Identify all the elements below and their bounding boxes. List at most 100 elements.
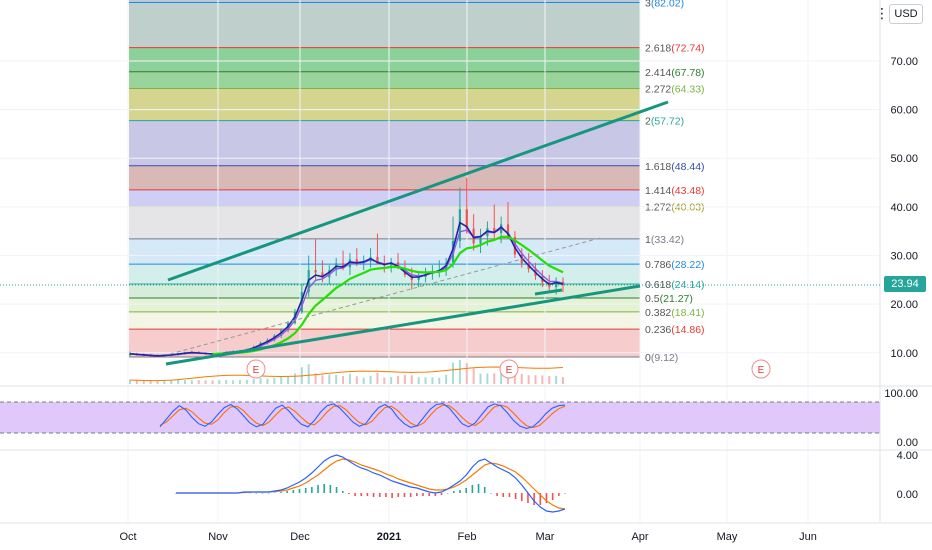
volume-bar <box>445 374 448 384</box>
volume-bar <box>438 377 441 384</box>
earnings-label: E <box>758 365 765 376</box>
volume-bar <box>534 375 537 384</box>
time-tick-label: Feb <box>458 531 477 543</box>
volume-bar <box>479 373 482 384</box>
volume-bar <box>149 380 152 384</box>
volume-bar <box>362 377 365 384</box>
candle-body <box>341 263 345 268</box>
grid <box>0 0 881 523</box>
fib-level-label: 2.618(72.74) <box>645 43 705 55</box>
price-axis: 10.00 20.00 30.00 40.00 50.00 60.00 70.00 100.0… <box>884 56 918 501</box>
candle-body <box>376 256 379 265</box>
fib-level-label: 0.382(18.41) <box>645 307 705 319</box>
macd-histogram-bar <box>508 493 511 497</box>
more-icon[interactable]: ⋮ <box>875 5 889 21</box>
volume-bar <box>259 378 262 384</box>
macd-histogram-bar <box>348 493 350 494</box>
macd-histogram-bar <box>551 493 554 500</box>
time-tick-label: 2021 <box>377 531 401 543</box>
volume-bar <box>410 375 413 384</box>
volume-ma-line <box>129 366 564 382</box>
fib-band <box>129 0 640 3</box>
stoch-tick-label: 100.00 <box>884 388 918 400</box>
volume-bar <box>458 360 461 384</box>
fib-band <box>129 264 640 284</box>
macd-histogram-bar <box>255 493 258 494</box>
macd-histogram-bar <box>502 493 505 497</box>
fib-level-label: 1(33.42) <box>645 234 684 246</box>
currency-button[interactable]: USD <box>889 4 923 24</box>
volume-bar <box>307 364 310 384</box>
macd-histogram-bar <box>298 489 301 493</box>
volume-bar <box>197 380 200 384</box>
macd-pane <box>0 449 932 513</box>
volume-bar <box>397 375 400 384</box>
volume-bar <box>156 380 159 384</box>
macd-histogram-bar <box>446 493 449 494</box>
macd-histogram-bar <box>335 487 338 493</box>
candle-body <box>561 281 565 285</box>
macd-histogram-bar <box>360 493 363 496</box>
macd-histogram-bar <box>378 493 381 497</box>
volume-bar <box>211 380 214 384</box>
macd-histogram-bar <box>545 493 548 503</box>
fib-band <box>129 88 640 121</box>
volume-bars <box>129 360 564 384</box>
fib-band <box>129 189 640 207</box>
macd-histogram-bar <box>372 493 375 497</box>
stoch-k-line <box>159 403 566 429</box>
macd-histogram-bar <box>520 493 523 501</box>
volume-bar <box>417 377 420 384</box>
time-tick-label: Jun <box>799 531 817 543</box>
ema-fast-line <box>129 221 564 357</box>
fib-level-label: 2.272(64.33) <box>645 84 705 96</box>
earnings-marker: E <box>751 359 771 379</box>
macd-histogram-bar <box>354 493 356 496</box>
volume-bar <box>190 380 193 384</box>
volume-bar <box>314 373 317 384</box>
macd-histogram-bar <box>514 493 517 499</box>
volume-bar <box>493 373 496 384</box>
macd-line <box>176 454 566 513</box>
macd-histogram-bar <box>533 493 535 505</box>
macd-histogram-bar <box>471 485 474 493</box>
volume-bar <box>129 379 131 384</box>
fib-level-label: 1.272(40.03) <box>645 202 705 214</box>
macd-tick-label: 0.00 <box>897 489 918 501</box>
volume-bar <box>562 377 564 384</box>
macd-histogram-bar <box>453 491 455 493</box>
candle-body <box>555 281 558 288</box>
macd-histogram-bar <box>409 493 412 497</box>
candle-body <box>506 224 510 238</box>
volume-bar <box>452 362 455 384</box>
volume-bar <box>225 380 228 384</box>
volume-bar <box>335 374 338 384</box>
volume-bar <box>541 375 544 384</box>
volume-bar <box>266 378 269 384</box>
macd-histogram-bar <box>422 493 424 496</box>
volume-bar <box>163 380 166 384</box>
macd-histogram-bar <box>341 491 344 493</box>
fib-band <box>129 120 640 166</box>
upper-trendline <box>167 100 669 282</box>
fib-band <box>129 2 640 48</box>
volume-bar <box>232 380 235 384</box>
volume-bar <box>500 372 503 384</box>
macd-histogram-bar <box>434 493 437 496</box>
time-tick-label: Oct <box>119 531 136 543</box>
time-tick-label: Apr <box>631 531 648 543</box>
earnings-label: E <box>253 365 260 376</box>
macd-histogram-bar <box>385 493 387 497</box>
macd-histogram-bar <box>483 487 486 493</box>
macd-histogram-bar <box>267 493 270 494</box>
volume-bar <box>204 380 207 384</box>
volume-bar <box>245 379 248 384</box>
macd-histogram-bar <box>558 493 560 496</box>
lower-trendline <box>165 284 641 366</box>
earnings-marker: E <box>246 359 266 379</box>
earnings-marker: E <box>499 359 519 379</box>
fib-level-label: 2(57.72) <box>645 116 684 128</box>
fib-band <box>129 283 640 298</box>
